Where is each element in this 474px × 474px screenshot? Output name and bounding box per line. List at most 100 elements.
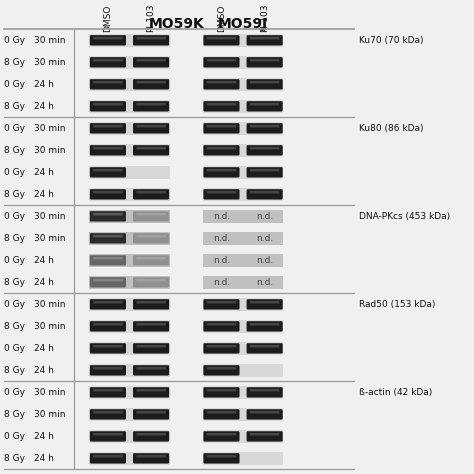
FancyBboxPatch shape — [207, 125, 236, 128]
FancyBboxPatch shape — [250, 301, 279, 303]
FancyBboxPatch shape — [90, 189, 126, 200]
Bar — [203, 232, 283, 245]
Text: 8 Gy: 8 Gy — [4, 190, 25, 199]
Bar — [203, 56, 283, 69]
FancyBboxPatch shape — [93, 323, 123, 326]
FancyBboxPatch shape — [93, 37, 123, 39]
Bar — [89, 232, 170, 245]
FancyBboxPatch shape — [90, 123, 126, 134]
FancyBboxPatch shape — [203, 57, 239, 67]
Text: DMSO: DMSO — [217, 5, 226, 32]
Bar — [89, 100, 170, 113]
Text: 24 h: 24 h — [34, 256, 54, 265]
Bar — [89, 34, 170, 47]
Bar — [203, 364, 283, 377]
FancyBboxPatch shape — [93, 125, 123, 128]
FancyBboxPatch shape — [137, 213, 166, 215]
Text: 0 Gy: 0 Gy — [4, 432, 25, 441]
FancyBboxPatch shape — [250, 191, 279, 193]
FancyBboxPatch shape — [246, 79, 283, 90]
FancyBboxPatch shape — [137, 257, 166, 259]
FancyBboxPatch shape — [137, 301, 166, 303]
FancyBboxPatch shape — [203, 321, 239, 331]
Text: 0 Gy: 0 Gy — [4, 300, 25, 309]
FancyBboxPatch shape — [137, 37, 166, 39]
FancyBboxPatch shape — [93, 455, 123, 457]
FancyBboxPatch shape — [90, 387, 126, 398]
FancyBboxPatch shape — [207, 433, 236, 436]
FancyBboxPatch shape — [250, 147, 279, 149]
Text: MO59K: MO59K — [148, 17, 204, 31]
FancyBboxPatch shape — [250, 103, 279, 105]
Text: 24 h: 24 h — [34, 278, 54, 287]
FancyBboxPatch shape — [137, 367, 166, 369]
Bar — [203, 122, 283, 135]
FancyBboxPatch shape — [137, 455, 166, 457]
FancyBboxPatch shape — [93, 279, 123, 282]
FancyBboxPatch shape — [203, 365, 239, 375]
Text: 24 h: 24 h — [34, 432, 54, 441]
FancyBboxPatch shape — [207, 59, 236, 61]
FancyBboxPatch shape — [137, 323, 166, 326]
FancyBboxPatch shape — [90, 211, 126, 221]
FancyBboxPatch shape — [133, 123, 169, 134]
FancyBboxPatch shape — [207, 345, 236, 347]
FancyBboxPatch shape — [93, 191, 123, 193]
FancyBboxPatch shape — [137, 235, 166, 237]
Text: 8 Gy: 8 Gy — [4, 410, 25, 419]
Text: Ku80 (86 kDa): Ku80 (86 kDa) — [359, 124, 423, 133]
Text: 0 Gy: 0 Gy — [4, 256, 25, 265]
Bar — [203, 342, 283, 355]
FancyBboxPatch shape — [90, 35, 126, 46]
FancyBboxPatch shape — [133, 387, 169, 398]
Text: n.d.: n.d. — [213, 212, 230, 221]
FancyBboxPatch shape — [207, 37, 236, 39]
FancyBboxPatch shape — [207, 367, 236, 369]
FancyBboxPatch shape — [133, 255, 169, 265]
Bar — [203, 276, 283, 289]
Text: 30 min: 30 min — [34, 322, 65, 331]
Bar — [89, 254, 170, 267]
FancyBboxPatch shape — [203, 35, 239, 46]
FancyBboxPatch shape — [246, 387, 283, 398]
FancyBboxPatch shape — [246, 35, 283, 46]
FancyBboxPatch shape — [90, 233, 126, 244]
Text: PI-103: PI-103 — [146, 4, 155, 32]
Text: n.d.: n.d. — [213, 234, 230, 243]
Text: n.d.: n.d. — [256, 278, 273, 287]
Bar — [203, 386, 283, 399]
Bar — [203, 408, 283, 421]
Text: 30 min: 30 min — [34, 212, 65, 221]
FancyBboxPatch shape — [133, 35, 169, 46]
FancyBboxPatch shape — [133, 57, 169, 67]
FancyBboxPatch shape — [93, 389, 123, 392]
Text: 30 min: 30 min — [34, 124, 65, 133]
Text: 24 h: 24 h — [34, 454, 54, 463]
FancyBboxPatch shape — [246, 343, 283, 354]
FancyBboxPatch shape — [250, 169, 279, 172]
FancyBboxPatch shape — [133, 321, 169, 331]
Text: 24 h: 24 h — [34, 168, 54, 177]
Bar — [203, 320, 283, 333]
FancyBboxPatch shape — [133, 343, 169, 354]
FancyBboxPatch shape — [90, 277, 126, 288]
FancyBboxPatch shape — [203, 167, 239, 178]
FancyBboxPatch shape — [137, 411, 166, 413]
Text: n.d.: n.d. — [256, 212, 273, 221]
Text: 30 min: 30 min — [34, 300, 65, 309]
Bar — [203, 34, 283, 47]
Text: DNA-PKcs (453 kDa): DNA-PKcs (453 kDa) — [359, 212, 450, 221]
Text: 8 Gy: 8 Gy — [4, 146, 25, 155]
FancyBboxPatch shape — [250, 411, 279, 413]
Text: 8 Gy: 8 Gy — [4, 322, 25, 331]
FancyBboxPatch shape — [207, 169, 236, 172]
FancyBboxPatch shape — [203, 101, 239, 111]
Text: 24 h: 24 h — [34, 80, 54, 89]
Text: 24 h: 24 h — [34, 190, 54, 199]
Text: 0 Gy: 0 Gy — [4, 80, 25, 89]
FancyBboxPatch shape — [137, 125, 166, 128]
FancyBboxPatch shape — [93, 147, 123, 149]
FancyBboxPatch shape — [250, 125, 279, 128]
FancyBboxPatch shape — [203, 299, 239, 310]
FancyBboxPatch shape — [93, 433, 123, 436]
